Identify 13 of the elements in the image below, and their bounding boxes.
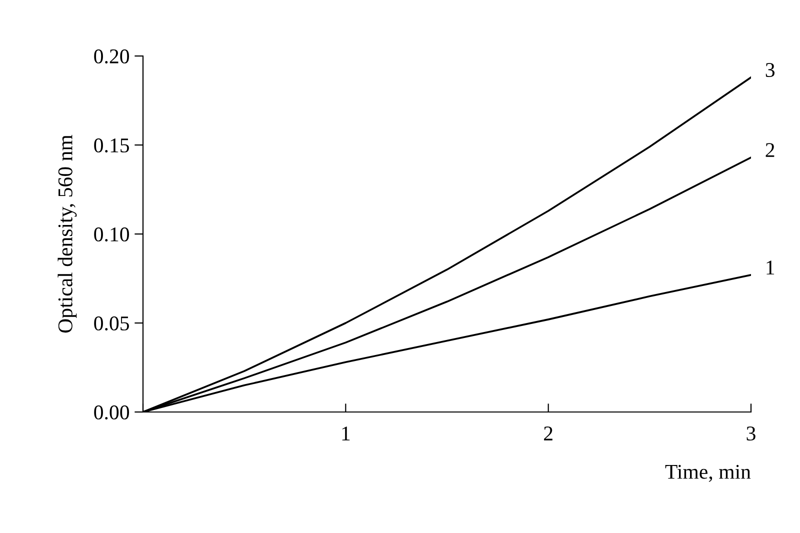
y-axis-title: Optical density, 560 nm (58, 134, 77, 333)
x-tick-label: 3 (746, 426, 756, 441)
y-tick-label: 0.05 (94, 316, 129, 331)
series-label: 2 (766, 143, 774, 157)
series-label: 3 (766, 63, 774, 78)
y-tick-label: 0.10 (94, 227, 130, 242)
series-label: 1 (766, 260, 774, 274)
y-tick-label: 0.15 (94, 138, 129, 153)
y-tick-label: 0.20 (94, 49, 130, 64)
y-tick-label: 0.00 (94, 405, 130, 420)
x-tick-label: 2 (544, 426, 552, 440)
x-tick-label: 1 (342, 426, 350, 440)
x-axis-title: Time, min (665, 464, 751, 482)
